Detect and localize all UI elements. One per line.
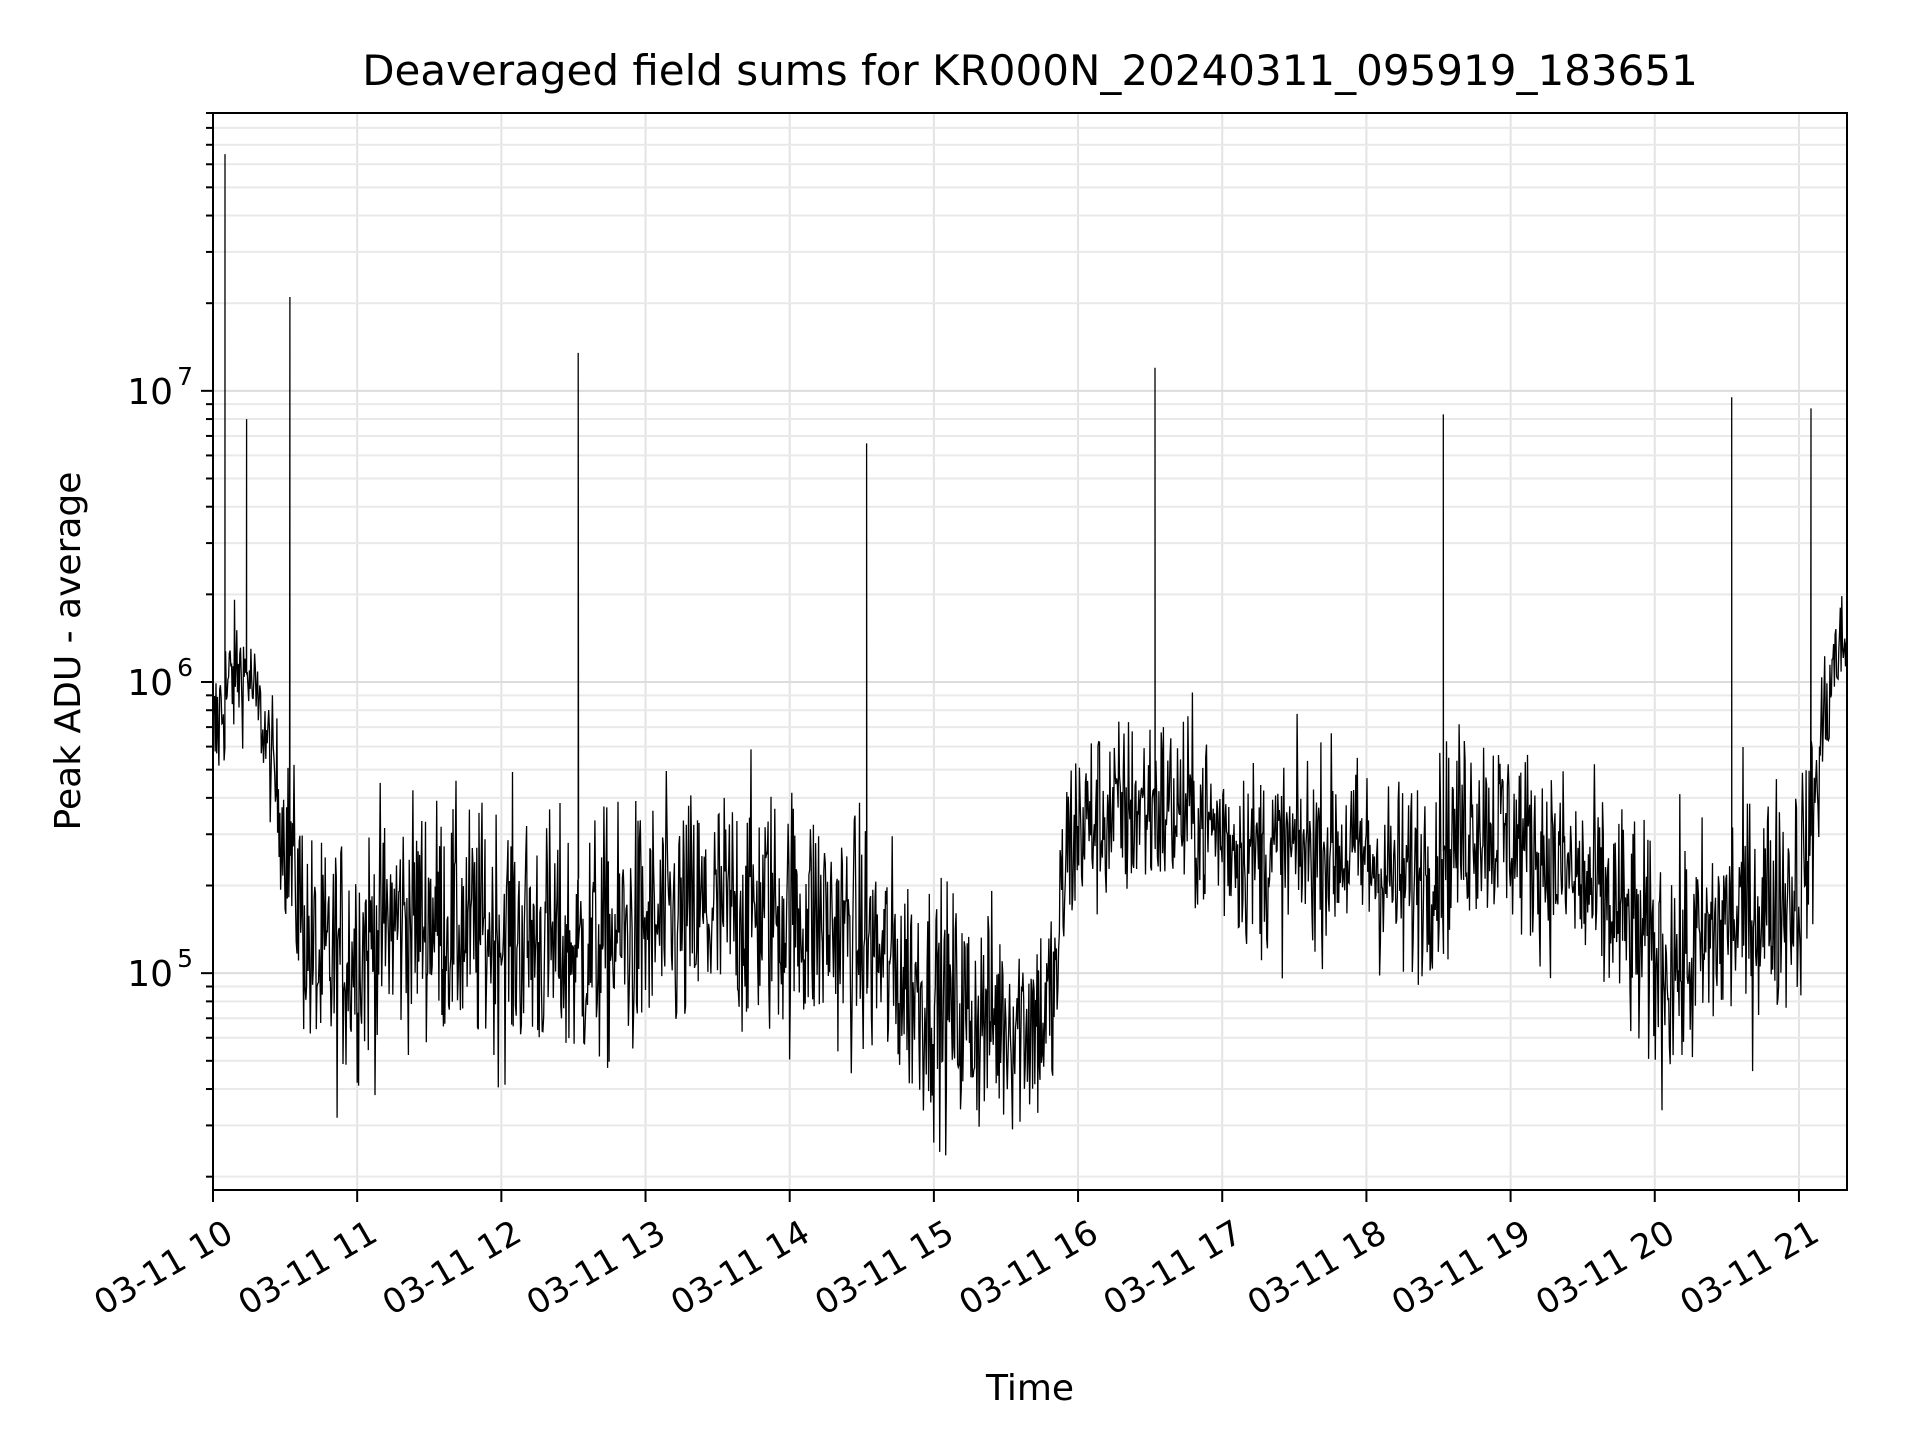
x-tick-label: 03-11 20: [1529, 1213, 1681, 1324]
x-tick-label: 03-11 11: [232, 1213, 384, 1324]
y-tick-label-exponent: 6: [177, 653, 193, 682]
plot-area-frame: [212, 112, 1848, 1191]
y-tick-label: 10: [127, 954, 173, 995]
x-tick-label: 03-11 13: [520, 1213, 672, 1324]
x-tick-label: 03-11 16: [953, 1213, 1105, 1324]
x-axis-label: Time: [985, 1368, 1074, 1409]
x-tick-label: 03-11 14: [664, 1213, 816, 1324]
x-tick-label: 03-11 17: [1097, 1213, 1249, 1324]
y-tick-label: 10: [127, 663, 173, 704]
x-tick-label: 03-11 18: [1241, 1213, 1393, 1324]
data-series-layer: [212, 154, 1848, 1156]
x-tick-label: 03-11 10: [88, 1213, 240, 1324]
series-line: [212, 154, 1848, 1156]
x-tick-label: 03-11 15: [808, 1213, 960, 1324]
chart-title: Deaveraged field sums for KR000N_2024031…: [362, 46, 1698, 95]
y-tick-label-exponent: 7: [177, 362, 193, 391]
y-tick-label-exponent: 5: [177, 944, 193, 973]
axis-ticks: [201, 112, 1800, 1202]
x-tick-label: 03-11 19: [1385, 1213, 1537, 1324]
y-axis-label: Peak ADU - average: [48, 472, 89, 831]
y-tick-label: 10: [127, 372, 173, 413]
x-tick-label: 03-11 12: [376, 1213, 528, 1324]
x-tick-label: 03-11 21: [1673, 1213, 1825, 1324]
